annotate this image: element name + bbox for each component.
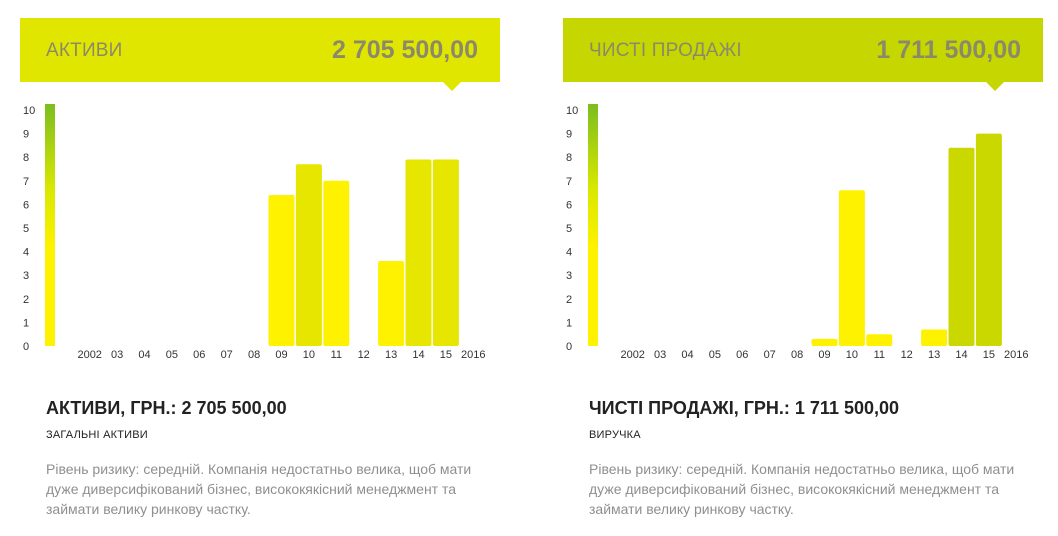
y-tick-label: 10 xyxy=(566,105,578,117)
y-tick-label: 6 xyxy=(23,199,29,211)
x-tick-label: 10 xyxy=(303,349,315,361)
x-tick-label: 06 xyxy=(736,349,748,361)
x-tick-label: 2016 xyxy=(461,349,485,361)
assets-metric-title: АКТИВИ, ГРН.: 2 705 500,00 xyxy=(46,398,287,418)
y-tick-label: 5 xyxy=(566,223,572,235)
x-tick-label: 15 xyxy=(440,349,452,361)
net-sales-chart: 0 1 2 3 4 5 6 7 8 9 10 2002 03 04 05 06 07 08 09 10 11 12 13 14… xyxy=(563,100,1045,370)
x-tick-label: 11 xyxy=(874,349,885,361)
x-tick-label: 2016 xyxy=(1004,349,1028,361)
net-sales-metric-description: Рівень ризику: середній. Компанія недост… xyxy=(589,461,1015,517)
net-sales-banner-value: 1 711 500,00 xyxy=(876,36,1021,64)
x-tick-label: 14 xyxy=(955,349,967,361)
x-tick-label: 10 xyxy=(846,349,858,361)
assets-banner[interactable]: АКТИВИ 2 705 500,00 xyxy=(20,18,500,91)
x-tick-label: 15 xyxy=(983,349,995,361)
y-tick-label: 8 xyxy=(23,152,29,164)
assets-banner-title: АКТИВИ xyxy=(46,40,123,61)
x-tick-label: 09 xyxy=(818,349,830,361)
scale-bar xyxy=(45,104,55,346)
net-sales-panel: ЧИСТІ ПРОДАЖІ 1 711 500,00 0 1 2 3 4 5 6 7 8 9 10 2… xyxy=(563,0,1045,536)
y-tick-label: 1 xyxy=(566,317,572,329)
x-tick-label: 03 xyxy=(654,349,666,361)
bar-13[interactable] xyxy=(921,329,948,346)
x-tick-label: 2002 xyxy=(77,349,101,361)
bar-14[interactable] xyxy=(948,147,975,346)
y-tick-label: 3 xyxy=(566,270,572,282)
y-tick-label: 1 xyxy=(23,317,29,329)
x-tick-label: 06 xyxy=(193,349,205,361)
bar-15[interactable] xyxy=(975,133,1002,346)
assets-banner-value: 2 705 500,00 xyxy=(332,36,478,64)
y-tick-label: 7 xyxy=(566,176,572,188)
y-tick-label: 3 xyxy=(23,270,29,282)
x-tick-label: 07 xyxy=(221,349,233,361)
bar-11[interactable] xyxy=(866,334,893,346)
y-tick-label: 10 xyxy=(23,105,35,117)
y-tick-label: 5 xyxy=(23,223,29,235)
x-tick-label: 08 xyxy=(791,349,803,361)
assets-chart: 0 1 2 3 4 5 6 7 8 9 10 2002 03 04 05 06 07 08 09 10 11 12 13 14… xyxy=(20,100,502,370)
x-tick-label: 08 xyxy=(248,349,260,361)
bar-15[interactable] xyxy=(432,159,459,346)
y-tick-label: 4 xyxy=(23,247,29,259)
y-tick-label: 0 xyxy=(23,341,29,353)
bar-14[interactable] xyxy=(405,159,432,346)
banner-pointer-icon xyxy=(986,82,1004,91)
x-tick-label: 14 xyxy=(412,349,424,361)
x-tick-label: 05 xyxy=(709,349,721,361)
net-sales-metric-subtitle: ВИРУЧКА xyxy=(589,429,641,441)
x-tick-label: 04 xyxy=(138,349,150,361)
x-tick-label: 03 xyxy=(111,349,123,361)
x-tick-label: 13 xyxy=(928,349,940,361)
x-tick-label: 07 xyxy=(764,349,776,361)
net-sales-banner[interactable]: ЧИСТІ ПРОДАЖІ 1 711 500,00 xyxy=(563,18,1043,91)
bar-10[interactable] xyxy=(838,190,865,346)
x-tick-label: 12 xyxy=(358,349,370,361)
bar-10[interactable] xyxy=(295,164,322,346)
x-tick-label: 13 xyxy=(385,349,397,361)
net-sales-banner-title: ЧИСТІ ПРОДАЖІ xyxy=(589,40,742,61)
assets-metric-subtitle: ЗАГАЛЬНІ АКТИВИ xyxy=(46,429,148,441)
y-tick-label: 9 xyxy=(23,129,29,141)
x-tick-label: 12 xyxy=(901,349,913,361)
y-tick-label: 2 xyxy=(566,294,572,306)
bar-11[interactable] xyxy=(323,180,350,346)
bar-09[interactable] xyxy=(811,338,838,346)
y-tick-label: 2 xyxy=(23,294,29,306)
y-tick-label: 6 xyxy=(566,199,572,211)
y-tick-label: 9 xyxy=(566,129,572,141)
x-tick-label: 11 xyxy=(331,349,342,361)
y-tick-label: 7 xyxy=(23,176,29,188)
x-tick-label: 04 xyxy=(681,349,693,361)
y-tick-label: 0 xyxy=(566,341,572,353)
x-tick-label: 2002 xyxy=(620,349,644,361)
banner-pointer-icon xyxy=(443,82,461,91)
x-tick-label: 05 xyxy=(166,349,178,361)
x-tick-label: 09 xyxy=(275,349,287,361)
y-tick-label: 4 xyxy=(566,247,572,259)
y-tick-label: 8 xyxy=(566,152,572,164)
assets-panel: АКТИВИ 2 705 500,00 0 1 2 3 4 5 6 7 8 9 10 2002 03 04… xyxy=(20,0,502,536)
bar-13[interactable] xyxy=(378,261,405,346)
assets-metric-description: Рівень ризику: середній. Компанія недост… xyxy=(46,461,472,517)
bar-09[interactable] xyxy=(268,194,295,346)
scale-bar xyxy=(588,104,598,346)
net-sales-metric-title: ЧИСТІ ПРОДАЖІ, ГРН.: 1 711 500,00 xyxy=(589,398,900,418)
